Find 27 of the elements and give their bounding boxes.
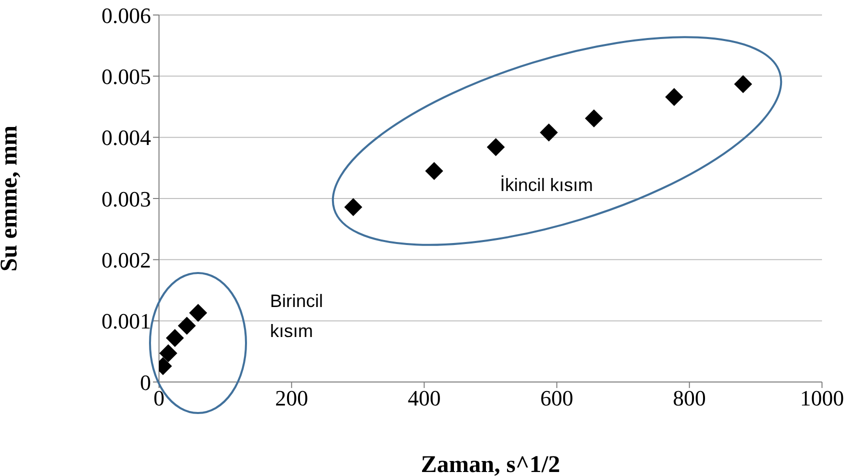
annotation: İkincil kısım bbox=[500, 174, 594, 197]
y-tick-label: 0.006 bbox=[102, 2, 151, 28]
point bbox=[159, 344, 178, 362]
point bbox=[486, 138, 505, 156]
x-tick-label: 800 bbox=[672, 386, 706, 411]
x-tick-label: 400 bbox=[408, 386, 441, 411]
annotation: Birincil kısım bbox=[270, 290, 324, 343]
point bbox=[178, 316, 196, 335]
point bbox=[166, 328, 184, 347]
x-tick-label: 600 bbox=[540, 386, 574, 411]
x-tick-label: 1000 bbox=[800, 386, 844, 411]
point bbox=[344, 198, 362, 216]
point bbox=[665, 88, 684, 106]
point bbox=[540, 123, 558, 142]
x-axis-title: Zaman, s^1/2 bbox=[420, 452, 560, 476]
x-tick-label: 200 bbox=[275, 386, 308, 411]
point bbox=[584, 109, 603, 128]
point bbox=[189, 304, 208, 322]
y-tick-label: 0.001 bbox=[102, 308, 151, 334]
y-tick-label: 0 bbox=[140, 370, 151, 395]
point bbox=[425, 162, 444, 180]
point bbox=[734, 75, 752, 94]
y-tick-label: 0.002 bbox=[102, 247, 151, 272]
y-tick-label: 0.003 bbox=[102, 186, 151, 212]
y-tick-label: 0.004 bbox=[102, 125, 151, 150]
y-axis-title: Su emme, mm bbox=[0, 126, 23, 272]
y-tick-label: 0.005 bbox=[102, 64, 151, 89]
